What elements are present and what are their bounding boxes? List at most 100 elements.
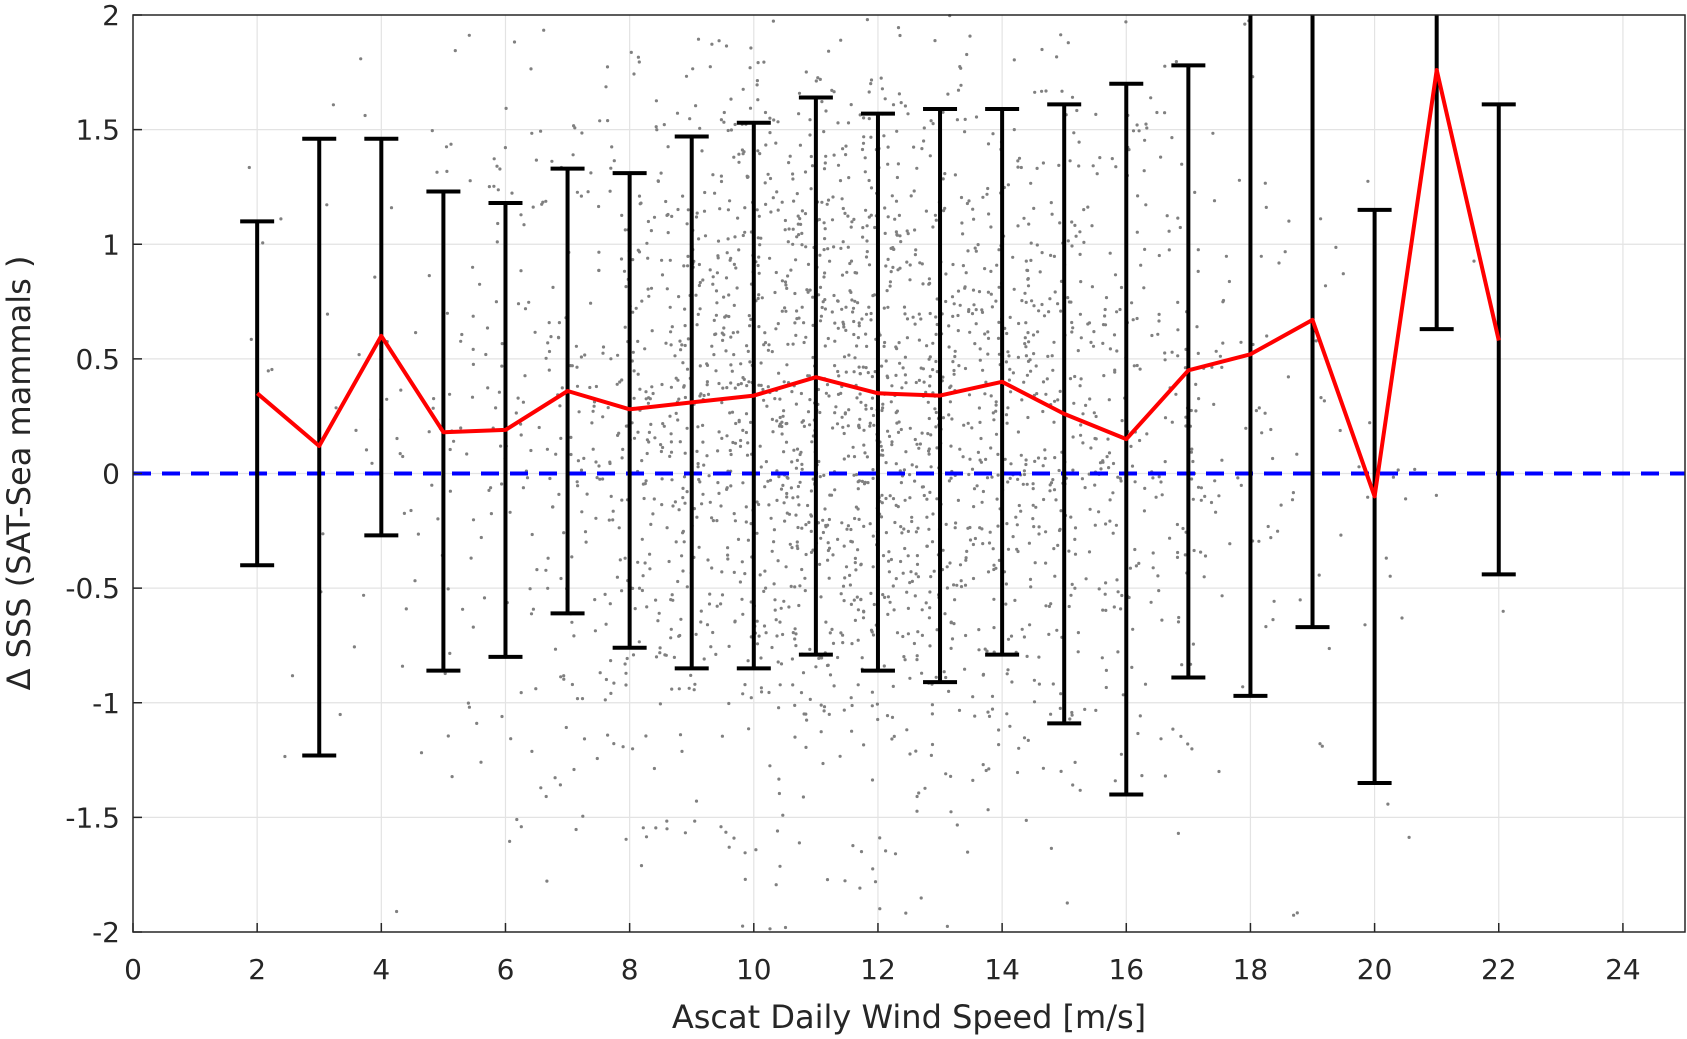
scatter-point: [774, 618, 778, 622]
scatter-point: [761, 387, 765, 392]
scatter-point: [966, 850, 970, 854]
scatter-point: [646, 287, 650, 291]
scatter-point: [1033, 90, 1037, 94]
scatter-point: [776, 660, 780, 664]
scatter-point: [1129, 444, 1133, 448]
scatter-point: [807, 520, 811, 525]
scatter-point: [780, 309, 784, 313]
scatter-point: [797, 91, 802, 95]
scatter-point: [797, 503, 801, 507]
scatter-point: [677, 687, 681, 691]
scatter-point: [973, 536, 978, 541]
scatter-point: [1396, 468, 1400, 472]
scatter-point: [777, 424, 782, 428]
scatter-point: [763, 485, 767, 489]
scatter-point: [694, 215, 699, 219]
scatter-point: [656, 179, 661, 183]
scatter-point: [514, 411, 518, 415]
scatter-point: [624, 837, 628, 841]
scatter-point: [925, 544, 929, 548]
scatter-point: [764, 460, 769, 464]
scatter-point: [930, 742, 935, 747]
scatter-point: [777, 475, 781, 479]
scatter-point: [899, 101, 903, 105]
scatter-point: [1163, 416, 1168, 420]
scatter-point: [833, 411, 837, 415]
scatter-point: [864, 255, 869, 259]
scatter-point: [364, 448, 369, 452]
scatter-point: [1008, 367, 1012, 371]
scatter-point: [793, 291, 797, 296]
scatter-point: [1006, 637, 1011, 641]
scatter-point: [762, 398, 766, 402]
scatter-point: [790, 657, 795, 661]
scatter-point: [727, 314, 731, 319]
scatter-point: [558, 783, 563, 787]
scatter-point: [806, 290, 810, 294]
scatter-point: [1075, 108, 1079, 113]
scatter-point: [867, 178, 871, 183]
scatter-point: [1074, 234, 1078, 238]
scatter-point: [903, 498, 907, 502]
scatter-point: [794, 632, 798, 636]
scatter-point: [822, 248, 826, 252]
scatter-point: [930, 712, 935, 716]
scatter-point: [1118, 307, 1122, 312]
scatter-point: [675, 111, 680, 115]
scatter-point: [986, 142, 991, 146]
scatter-point: [632, 436, 637, 440]
scatter-point: [849, 259, 854, 263]
scatter-point: [958, 447, 962, 451]
scatter-point: [1163, 351, 1167, 355]
scatter-point: [915, 166, 919, 170]
scatter-point: [800, 526, 804, 530]
scatter-point: [968, 34, 972, 38]
scatter-point: [908, 278, 912, 282]
scatter-point: [677, 634, 681, 638]
scatter-point: [899, 427, 903, 432]
scatter-point: [1193, 190, 1197, 194]
scatter-point: [1135, 123, 1139, 127]
scatter-point: [908, 263, 912, 267]
x-tick-label: 8: [621, 953, 639, 986]
scatter-point: [732, 303, 736, 307]
scatter-point: [885, 289, 889, 293]
scatter-point: [1032, 700, 1037, 704]
scatter-point: [395, 909, 399, 914]
scatter-point: [986, 336, 991, 340]
scatter-point: [1078, 384, 1082, 388]
scatter-point: [767, 343, 771, 347]
scatter-point: [1066, 41, 1070, 45]
scatter-point: [705, 362, 709, 366]
scatter-point: [849, 290, 853, 294]
scatter-point: [841, 584, 846, 588]
scatter-point: [901, 366, 905, 370]
scatter-point: [1052, 254, 1056, 258]
scatter-point: [1053, 290, 1057, 294]
scatter-point: [1072, 131, 1076, 135]
scatter-point: [880, 493, 884, 497]
scatter-point: [696, 37, 701, 41]
scatter-point: [1016, 224, 1020, 228]
scatter-point: [537, 425, 541, 430]
scatter-point: [1195, 325, 1199, 329]
scatter-point: [1012, 128, 1016, 132]
scatter-point: [1024, 818, 1028, 823]
scatter-point: [917, 378, 922, 382]
scatter-point: [714, 313, 719, 317]
scatter-point: [1176, 328, 1180, 332]
scatter-point: [978, 347, 982, 351]
scatter-point: [953, 354, 957, 359]
scatter-point: [884, 461, 888, 465]
scatter-point: [858, 392, 862, 396]
scatter-point: [678, 339, 682, 343]
scatter-point: [952, 368, 956, 373]
scatter-point: [1047, 632, 1051, 637]
scatter-point: [1016, 159, 1020, 163]
scatter-point: [639, 201, 643, 205]
scatter-point: [494, 406, 498, 410]
scatter-point: [931, 225, 935, 229]
scatter-point: [821, 518, 825, 522]
scatter-point: [1073, 223, 1077, 227]
